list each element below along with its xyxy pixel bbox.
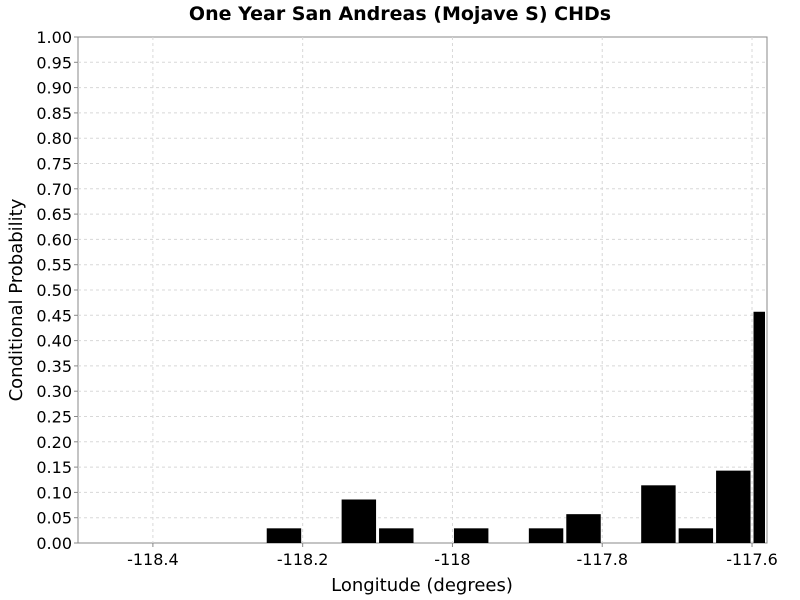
y-tick-label: 0.40 [36, 332, 72, 351]
y-tick-label: 0.25 [36, 408, 72, 427]
bar-1 [341, 499, 377, 543]
x-tick-label: -118.2 [277, 550, 329, 569]
y-tick-label: 0.80 [36, 129, 72, 148]
bar-4 [528, 528, 564, 543]
x-axis-ticks: -118.4 -118.2 -118 -117.8 -117.6 [127, 543, 778, 569]
bar-2 [379, 528, 414, 543]
y-tick-label: 0.65 [36, 205, 72, 224]
x-axis-label: Longitude (degrees) [331, 575, 513, 596]
y-tick-label: 0.50 [36, 281, 72, 300]
y-tick-label: 0.15 [36, 458, 72, 477]
bar-7 [678, 528, 714, 543]
y-tick-label: 0.55 [36, 256, 72, 275]
y-tick-label: 0.75 [36, 155, 72, 174]
y-tick-label: 0.20 [36, 433, 72, 452]
y-tick-label: 0.10 [36, 483, 72, 502]
x-tick-label: -117.8 [576, 550, 628, 569]
bar-9 [753, 311, 765, 543]
y-tick-label: 1.00 [36, 28, 72, 47]
x-tick-label: -118 [434, 550, 470, 569]
y-tick-label: 0.90 [36, 79, 72, 98]
y-tick-label: 0.30 [36, 382, 72, 401]
y-tick-label: 0.85 [36, 104, 72, 123]
bar-3 [453, 528, 489, 543]
bar-0 [266, 528, 302, 543]
bar-8 [716, 470, 751, 543]
y-axis-label: Conditional Probability [6, 198, 27, 401]
y-tick-label: 0.05 [36, 509, 72, 528]
y-tick-label: 0.95 [36, 53, 72, 72]
y-tick-label: 0.70 [36, 180, 72, 199]
bar-6 [641, 485, 676, 543]
y-tick-label: 0.60 [36, 230, 72, 249]
bars [266, 311, 765, 543]
y-tick-label: 0.45 [36, 306, 72, 325]
x-tick-label: -118.4 [127, 550, 179, 569]
y-tick-label: 0.00 [36, 534, 72, 553]
y-axis-ticks: 0.00 0.05 0.10 0.15 0.20 0.25 0.30 0.35 0.40 0.45… [36, 28, 78, 553]
grid [78, 37, 767, 543]
x-tick-label: -117.6 [726, 550, 778, 569]
chart-title: One Year San Andreas (Mojave S) CHDs [189, 3, 611, 25]
bar-5 [566, 514, 601, 543]
y-tick-label: 0.35 [36, 357, 72, 376]
